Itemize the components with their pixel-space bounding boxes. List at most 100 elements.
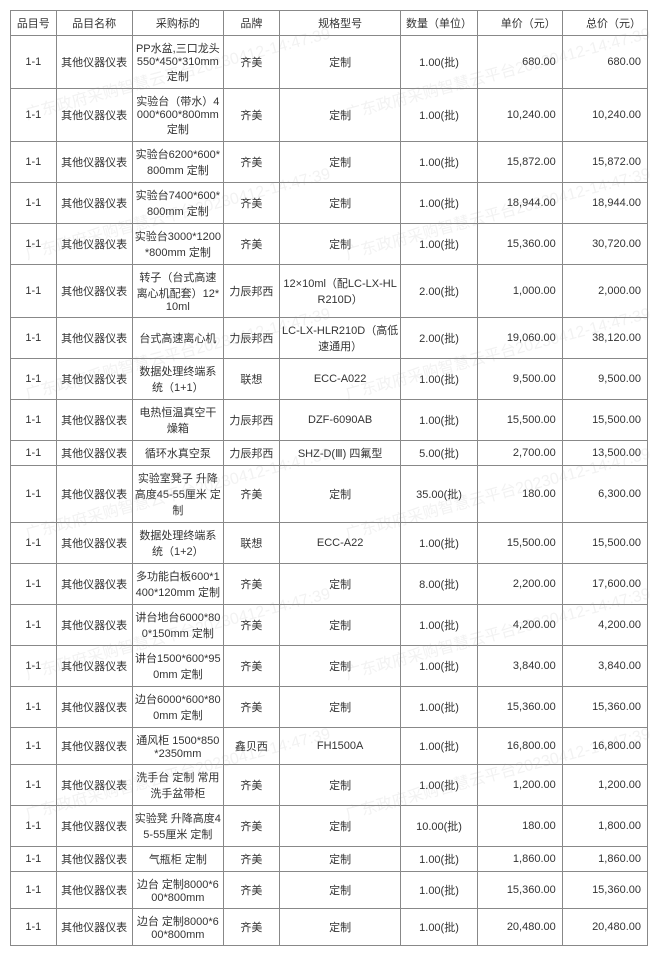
cell-spec: 循环水真空泵 [132,441,223,466]
cell-name: 其他仪器仪表 [56,909,132,946]
cell-total: 13,500.00 [562,441,647,466]
cell-spec: 台式高速离心机 [132,318,223,359]
cell-brand: 齐美 [223,183,279,224]
cell-id: 1-1 [11,728,57,765]
cell-spec: 电热恒温真空干燥箱 [132,400,223,441]
cell-name: 其他仪器仪表 [56,265,132,318]
cell-qty: 1.00(批) [401,909,477,946]
cell-id: 1-1 [11,265,57,318]
cell-model: 定制 [279,872,401,909]
cell-unit: 680.00 [477,36,562,89]
cell-model: 定制 [279,183,401,224]
cell-name: 其他仪器仪表 [56,687,132,728]
table-row: 1-1其他仪器仪表边台 定制8000*600*800mm齐美定制1.00(批)1… [11,872,648,909]
cell-spec: 实验台（带水）4000*600*800mm 定制 [132,89,223,142]
cell-model: 12×10ml（配LC-LX-HLR210D） [279,265,401,318]
procurement-table: 品目号 品目名称 采购标的 品牌 规格型号 数量（单位） 单价（元） 总价（元）… [10,10,648,946]
table-row: 1-1其他仪器仪表边台6000*600*800mm 定制齐美定制1.00(批)1… [11,687,648,728]
cell-unit: 15,872.00 [477,142,562,183]
cell-model: ECC-A22 [279,523,401,564]
cell-total: 15,872.00 [562,142,647,183]
cell-id: 1-1 [11,646,57,687]
cell-brand: 齐美 [223,36,279,89]
cell-model: LC-LX-HLR210D（高低速通用） [279,318,401,359]
cell-spec: 讲台地台6000*800*150mm 定制 [132,605,223,646]
table-row: 1-1其他仪器仪表多功能白板600*1400*120mm 定制齐美定制8.00(… [11,564,648,605]
cell-id: 1-1 [11,466,57,523]
cell-qty: 1.00(批) [401,400,477,441]
cell-unit: 3,840.00 [477,646,562,687]
cell-unit: 1,860.00 [477,847,562,872]
cell-id: 1-1 [11,142,57,183]
cell-spec: 通风柜 1500*850*2350mm [132,728,223,765]
table-row: 1-1其他仪器仪表数据处理终端系统（1+2）联想ECC-A221.00(批)15… [11,523,648,564]
cell-unit: 15,500.00 [477,523,562,564]
cell-spec: 讲台1500*600*950mm 定制 [132,646,223,687]
cell-total: 15,500.00 [562,523,647,564]
cell-spec: 边台6000*600*800mm 定制 [132,687,223,728]
cell-id: 1-1 [11,564,57,605]
cell-spec: 边台 定制8000*600*800mm [132,909,223,946]
cell-unit: 9,500.00 [477,359,562,400]
cell-brand: 齐美 [223,806,279,847]
cell-name: 其他仪器仪表 [56,183,132,224]
cell-spec: 数据处理终端系统（1+1） [132,359,223,400]
cell-qty: 1.00(批) [401,765,477,806]
cell-spec: 实验室凳子 升降高度45-55厘米 定制 [132,466,223,523]
cell-name: 其他仪器仪表 [56,523,132,564]
header-spec: 采购标的 [132,11,223,36]
header-id: 品目号 [11,11,57,36]
cell-unit: 15,360.00 [477,687,562,728]
cell-total: 17,600.00 [562,564,647,605]
cell-unit: 1,000.00 [477,265,562,318]
cell-model: 定制 [279,89,401,142]
cell-brand: 齐美 [223,89,279,142]
cell-total: 15,360.00 [562,687,647,728]
cell-model: 定制 [279,847,401,872]
header-name: 品目名称 [56,11,132,36]
cell-name: 其他仪器仪表 [56,605,132,646]
table-row: 1-1其他仪器仪表讲台1500*600*950mm 定制齐美定制1.00(批)3… [11,646,648,687]
cell-id: 1-1 [11,318,57,359]
cell-brand: 力辰邦西 [223,400,279,441]
cell-brand: 齐美 [223,872,279,909]
cell-spec: 实验台3000*1200*800mm 定制 [132,224,223,265]
cell-spec: 气瓶柜 定制 [132,847,223,872]
cell-id: 1-1 [11,183,57,224]
cell-brand: 齐美 [223,687,279,728]
cell-spec: 实验凳 升降高度45-55厘米 定制 [132,806,223,847]
cell-name: 其他仪器仪表 [56,872,132,909]
cell-model: ECC-A022 [279,359,401,400]
cell-unit: 15,360.00 [477,872,562,909]
table-row: 1-1其他仪器仪表实验室凳子 升降高度45-55厘米 定制齐美定制35.00(批… [11,466,648,523]
cell-id: 1-1 [11,687,57,728]
cell-id: 1-1 [11,909,57,946]
cell-id: 1-1 [11,847,57,872]
cell-model: 定制 [279,605,401,646]
cell-model: 定制 [279,765,401,806]
table-row: 1-1其他仪器仪表边台 定制8000*600*800mm齐美定制1.00(批)2… [11,909,648,946]
cell-id: 1-1 [11,441,57,466]
cell-total: 16,800.00 [562,728,647,765]
cell-qty: 1.00(批) [401,523,477,564]
cell-qty: 1.00(批) [401,687,477,728]
table-row: 1-1其他仪器仪表数据处理终端系统（1+1）联想ECC-A0221.00(批)9… [11,359,648,400]
cell-name: 其他仪器仪表 [56,646,132,687]
cell-brand: 齐美 [223,765,279,806]
cell-id: 1-1 [11,359,57,400]
cell-qty: 5.00(批) [401,441,477,466]
cell-total: 20,480.00 [562,909,647,946]
cell-unit: 16,800.00 [477,728,562,765]
cell-total: 2,000.00 [562,265,647,318]
cell-spec: 洗手台 定制 常用洗手盆带柜 [132,765,223,806]
cell-name: 其他仪器仪表 [56,36,132,89]
cell-total: 4,200.00 [562,605,647,646]
cell-model: 定制 [279,142,401,183]
cell-brand: 齐美 [223,466,279,523]
cell-brand: 联想 [223,523,279,564]
cell-id: 1-1 [11,36,57,89]
cell-total: 1,200.00 [562,765,647,806]
cell-total: 15,500.00 [562,400,647,441]
cell-qty: 1.00(批) [401,89,477,142]
cell-total: 18,944.00 [562,183,647,224]
